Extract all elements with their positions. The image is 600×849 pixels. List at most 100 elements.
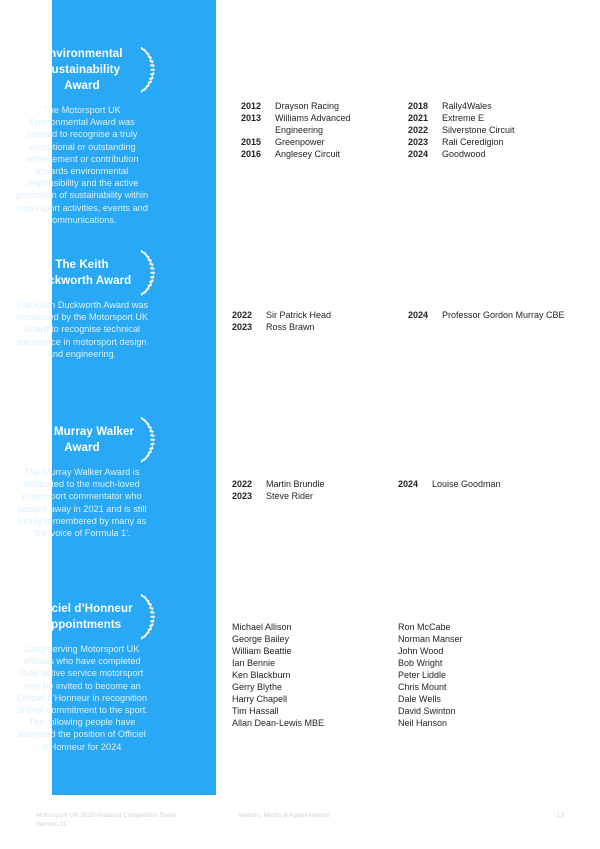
laurel-wreath-icon — [9, 417, 24, 463]
award-block-murray-walker: The Murray Walker Award The Murray Walke… — [0, 417, 164, 539]
recipient-year: 2022 — [232, 479, 253, 489]
award-heading: Environmental Sustainability Award — [6, 46, 158, 94]
blue-sidebar-panel — [52, 0, 216, 795]
recipient-name: Martin Brundle — [266, 479, 325, 489]
recipient-name: Silverstone Circuit — [442, 125, 515, 135]
officiel-names-column-right: Ron McCabe Norman Manser John Wood Bob W… — [398, 621, 463, 729]
recipient-year: 2024 — [398, 479, 419, 489]
footer-page-number: 13 — [556, 812, 564, 819]
laurel-wreath-icon — [140, 417, 155, 463]
recipients-column-left-murray-walker: 2022 Martin Brundle 2023 Steve Rider — [232, 478, 325, 502]
recipient-year: 2023 — [232, 322, 253, 332]
list-item: David Swinton — [398, 706, 456, 716]
laurel-wreath-icon — [9, 594, 24, 640]
list-item: Gerry Blythe — [232, 682, 283, 692]
list-item: George Bailey — [232, 634, 290, 644]
recipient-row: 2022 Silverstone Circuit — [408, 124, 515, 136]
recipient-row: 2015 Greenpower — [241, 136, 351, 148]
recipient-year: 2018 — [408, 101, 429, 111]
recipient-name: Drayson Racing — [275, 101, 340, 111]
award-heading: Officiel d’Honneur Appointments — [6, 594, 158, 640]
list-item: Bob Wright — [398, 658, 443, 668]
recipient-name: Goodwood — [442, 149, 486, 159]
recipient-row: 2024 Louise Goodman — [398, 478, 501, 490]
award-heading: The Murray Walker Award — [6, 417, 158, 463]
recipient-year: 2023 — [408, 137, 429, 147]
award-title: The Murray Walker Award — [29, 426, 135, 454]
list-item: Norman Manser — [398, 634, 463, 644]
recipients-column-left-keith-duckworth: 2022 Sir Patrick Head 2023 Ross Brawn — [232, 309, 331, 333]
list-item: Harry Chapell — [232, 694, 288, 704]
recipient-name: Louise Goodman — [432, 479, 501, 489]
list-item: Tim Hassall — [232, 706, 279, 716]
recipient-row: 2022 Martin Brundle — [232, 478, 325, 490]
award-heading: The Keith Duckworth Award — [6, 250, 158, 296]
recipient-name: Williams Advanced — [275, 113, 351, 123]
recipient-name: Rali Ceredigion — [442, 137, 504, 147]
award-description: The Motorsport UK Environmental Award wa… — [15, 105, 149, 225]
recipient-name: Extreme E — [442, 113, 485, 123]
recipient-year: 2022 — [232, 310, 253, 320]
recipient-year: 2024 — [408, 310, 429, 320]
recipient-name: Sir Patrick Head — [266, 310, 332, 320]
recipients-column-right-keith-duckworth: 2024 Professor Gordon Murray CBE — [408, 309, 565, 321]
list-item: Peter Liddle — [398, 670, 447, 680]
award-block-officiel-dhonneur: Officiel d’Honneur Appointments Long-ser… — [0, 594, 164, 753]
recipient-row: Engineering — [241, 124, 351, 136]
list-item: Ron McCabe — [398, 622, 451, 632]
award-description: The Keith Duckworth Award was introduced… — [15, 300, 149, 359]
recipient-name: Steve Rider — [266, 491, 314, 501]
award-title: Environmental Sustainability Award — [41, 48, 123, 92]
recipient-row: 2022 Sir Patrick Head — [232, 309, 331, 321]
award-block-keith-duckworth: The Keith Duckworth Award The Keith Duck… — [0, 250, 164, 360]
laurel-wreath-icon — [140, 250, 155, 296]
recipient-year: 2013 — [241, 113, 262, 123]
award-title: Officiel d’Honneur Appointments — [31, 603, 133, 631]
laurel-wreath-icon — [140, 594, 155, 640]
recipient-year: 2024 — [408, 149, 429, 159]
recipient-year: 2016 — [241, 149, 262, 159]
recipient-name: Anglesey Circuit — [275, 149, 341, 159]
officiel-names-column-left: Michael Allison George Bailey William Be… — [232, 621, 324, 729]
laurel-wreath-icon — [9, 47, 24, 93]
list-item: Allan Dean-Lewis MBE — [232, 718, 325, 728]
footer-section-title: Awards, Merits & Appointments — [238, 812, 330, 819]
award-block-environmental-sustainability: Environmental Sustainability Award The M… — [0, 46, 164, 226]
recipient-row: 2024 Goodwood — [408, 148, 515, 160]
recipient-row: 2023 Steve Rider — [232, 490, 325, 502]
recipient-name: Greenpower — [275, 137, 325, 147]
recipient-row: 2023 Ross Brawn — [232, 321, 331, 333]
recipient-year: 2015 — [241, 137, 262, 147]
recipient-row: 2023 Rali Ceredigion — [408, 136, 515, 148]
recipient-name: Engineering — [275, 125, 324, 135]
recipient-row: 2018 Rally4Wales — [408, 100, 515, 112]
recipient-row: 2012 Drayson Racing — [241, 100, 351, 112]
footer-document-title: Motorsport UK 2025 National Competition … — [36, 811, 246, 830]
recipient-year: 2021 — [408, 113, 429, 123]
list-item: John Wood — [398, 646, 444, 656]
award-description: Long-serving Motorsport UK officials who… — [16, 644, 148, 752]
recipient-year: 2023 — [232, 491, 253, 501]
list-item: Dale Wells — [398, 694, 441, 704]
list-item: William Beattie — [232, 646, 292, 656]
footer-title-line1: Motorsport UK 2025 National Competition … — [36, 812, 177, 819]
recipient-row: 2013 Williams Advanced — [241, 112, 351, 124]
list-item: Ken Blackburn — [232, 670, 291, 680]
recipients-column-right-murray-walker: 2024 Louise Goodman — [398, 478, 501, 490]
list-item: Ian Bennie — [232, 658, 276, 668]
footer-title-line2: Version 11 — [36, 821, 67, 829]
award-description: The Murray Walker Award is dedicated to … — [17, 467, 147, 539]
recipient-name: Rally4Wales — [442, 101, 492, 111]
award-title: The Keith Duckworth Award — [32, 259, 132, 287]
recipient-name: Professor Gordon Murray CBE — [442, 310, 565, 320]
list-item: Michael Allison — [232, 622, 292, 632]
recipient-year: 2012 — [241, 101, 262, 111]
recipient-name: Ross Brawn — [266, 322, 315, 332]
recipients-column-left-environmental: 2012 Drayson Racing 2013 Williams Advanc… — [241, 100, 351, 160]
recipients-column-right-environmental: 2018 Rally4Wales 2021 Extreme E 2022 Sil… — [408, 100, 515, 160]
recipient-row: 2021 Extreme E — [408, 112, 515, 124]
laurel-wreath-icon — [9, 250, 24, 296]
recipient-year: 2022 — [408, 125, 429, 135]
laurel-wreath-icon — [140, 47, 155, 93]
list-item: Neil Hanson — [398, 718, 448, 728]
